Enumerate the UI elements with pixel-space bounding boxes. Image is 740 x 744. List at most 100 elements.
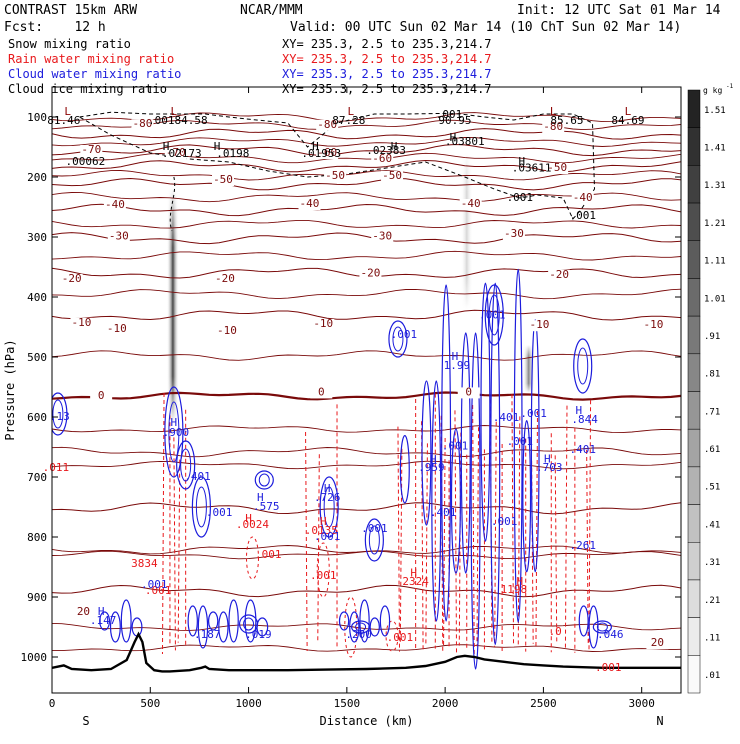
value-label: .001 bbox=[255, 548, 282, 561]
cloud-water-contour bbox=[588, 605, 599, 649]
cloud-water-contour bbox=[573, 338, 593, 394]
isotherm-label: -20 bbox=[215, 272, 235, 285]
colorbar: 1.51 1.41 1.31 1.21 1.11 1.01 .91 .81 .71 .61 .51.… bbox=[687, 83, 734, 694]
value-label: .13 bbox=[50, 410, 70, 423]
isotherm-label-bg bbox=[502, 229, 525, 240]
isotherm--10 bbox=[52, 309, 681, 321]
isotherm-minor bbox=[52, 644, 681, 652]
y-axis-label: Pressure (hPa) bbox=[3, 339, 17, 440]
endpoint-north: N bbox=[656, 714, 663, 728]
isotherm-label-bg bbox=[548, 269, 571, 281]
isotherm-minor bbox=[52, 425, 681, 434]
field-name: Rain water mixing ratio bbox=[8, 52, 174, 66]
extremum-mark: L bbox=[347, 105, 354, 118]
isotherm-label: -50 bbox=[325, 169, 345, 182]
value-label: .001 bbox=[569, 209, 596, 222]
rain-water-contour bbox=[440, 415, 444, 653]
extremum-mark: H bbox=[452, 350, 459, 363]
snow-shading-fade bbox=[166, 189, 179, 423]
colorbar-swatch bbox=[687, 315, 701, 355]
isotherm-label-bg bbox=[213, 274, 236, 285]
isotherm-label-bg bbox=[72, 607, 95, 618]
field-name: Cloud water mixing ratio bbox=[8, 67, 181, 81]
isotherm-label: 20 bbox=[651, 636, 664, 649]
y-tick-label: 100 bbox=[27, 111, 47, 124]
isotherm-label: -20 bbox=[62, 272, 82, 285]
colorbar-tick-label: .61 bbox=[704, 445, 720, 455]
isotherm-label-bg bbox=[80, 145, 103, 156]
isotherm-label-bg bbox=[60, 274, 83, 285]
colorbar-tick-label: .71 bbox=[704, 407, 720, 417]
x-tick-label: 1500 bbox=[334, 697, 361, 710]
cloud-water-contour bbox=[513, 268, 523, 623]
extremum-mark: H bbox=[410, 567, 417, 580]
x-tick-label: 500 bbox=[140, 697, 160, 710]
value-label: .001 bbox=[387, 631, 414, 644]
value-label: .001 bbox=[314, 530, 341, 543]
cloud-water-contour bbox=[421, 380, 432, 526]
isotherm-label: -10 bbox=[530, 318, 550, 331]
colorbar-tick-label: .21 bbox=[704, 596, 720, 606]
isotherm-label-bg bbox=[646, 638, 669, 650]
value-label: .011 bbox=[43, 461, 70, 474]
value-label: .001 bbox=[491, 515, 518, 528]
isotherm-label: -20 bbox=[360, 267, 380, 280]
colorbar-tick-label: .31 bbox=[704, 558, 720, 568]
colorbar-swatch bbox=[687, 391, 701, 430]
isotherm-label: -50 bbox=[382, 169, 402, 182]
cloud-water-contour bbox=[168, 401, 180, 463]
colorbar-tick-label: 1.51 bbox=[704, 106, 726, 116]
extremum-mark: H bbox=[98, 605, 105, 618]
rain-water-contour bbox=[425, 443, 428, 645]
isotherm-label: -70 bbox=[166, 146, 186, 159]
isotherm--30 bbox=[52, 232, 681, 245]
value-label: .703 bbox=[536, 461, 563, 474]
isotherm-20 bbox=[52, 584, 681, 598]
value-label: .02383 bbox=[366, 144, 406, 157]
y-tick-label: 900 bbox=[27, 591, 47, 604]
isotherm-label: -40 bbox=[300, 197, 320, 210]
rain-water-contour bbox=[344, 596, 358, 658]
plot-frame bbox=[51, 86, 682, 694]
isotherm-label-bg bbox=[642, 320, 665, 332]
extremum-mark: H bbox=[312, 140, 319, 153]
isotherm-label-bg bbox=[359, 268, 382, 280]
value-label: 84.69 bbox=[611, 114, 644, 127]
colorbar-swatch bbox=[687, 617, 701, 656]
isotherm-label-bg bbox=[312, 319, 335, 330]
y-tick-label: 700 bbox=[27, 471, 47, 484]
colorbar-swatch bbox=[687, 202, 701, 241]
colorbar-swatch bbox=[687, 127, 701, 166]
cloud-ice-contour bbox=[79, 111, 596, 220]
isotherm-label: -60 bbox=[317, 146, 337, 159]
value-label: .959 bbox=[418, 461, 445, 474]
isotherm-label: -40 bbox=[573, 191, 593, 204]
isotherm-label-bg bbox=[371, 231, 394, 243]
cloud-water-contour bbox=[578, 605, 589, 637]
isotherm-0 bbox=[52, 391, 681, 401]
isotherm-minor bbox=[52, 622, 681, 631]
colorbar-swatch bbox=[687, 504, 701, 543]
x-axis-label: Distance (km) bbox=[320, 714, 414, 728]
isotherm-10 bbox=[52, 502, 681, 515]
y-tick-label: 800 bbox=[27, 531, 47, 544]
extremum-mark: L bbox=[64, 105, 71, 118]
rain-water-contour bbox=[397, 426, 401, 652]
x-tick-label: 0 bbox=[49, 697, 56, 710]
isotherm-minor bbox=[52, 170, 681, 181]
isotherm-label: 0 bbox=[98, 389, 105, 402]
isotherm-label: -40 bbox=[105, 198, 125, 211]
cloud-water-contour bbox=[450, 428, 461, 574]
cloud-ice-contour bbox=[169, 176, 176, 232]
colorbar-tick-label: .01 bbox=[704, 671, 720, 681]
rain-water-contour bbox=[554, 455, 558, 645]
isotherm-label: -60 bbox=[372, 152, 392, 165]
cloud-water-contour bbox=[258, 473, 270, 487]
isotherm-minor bbox=[52, 446, 681, 458]
value-label: .0198 bbox=[216, 147, 249, 160]
isotherm-label: 0 bbox=[465, 385, 472, 398]
y-tick-label: 400 bbox=[27, 291, 47, 304]
cloud-water-contour bbox=[176, 440, 196, 490]
colorbar-swatch bbox=[687, 353, 701, 392]
